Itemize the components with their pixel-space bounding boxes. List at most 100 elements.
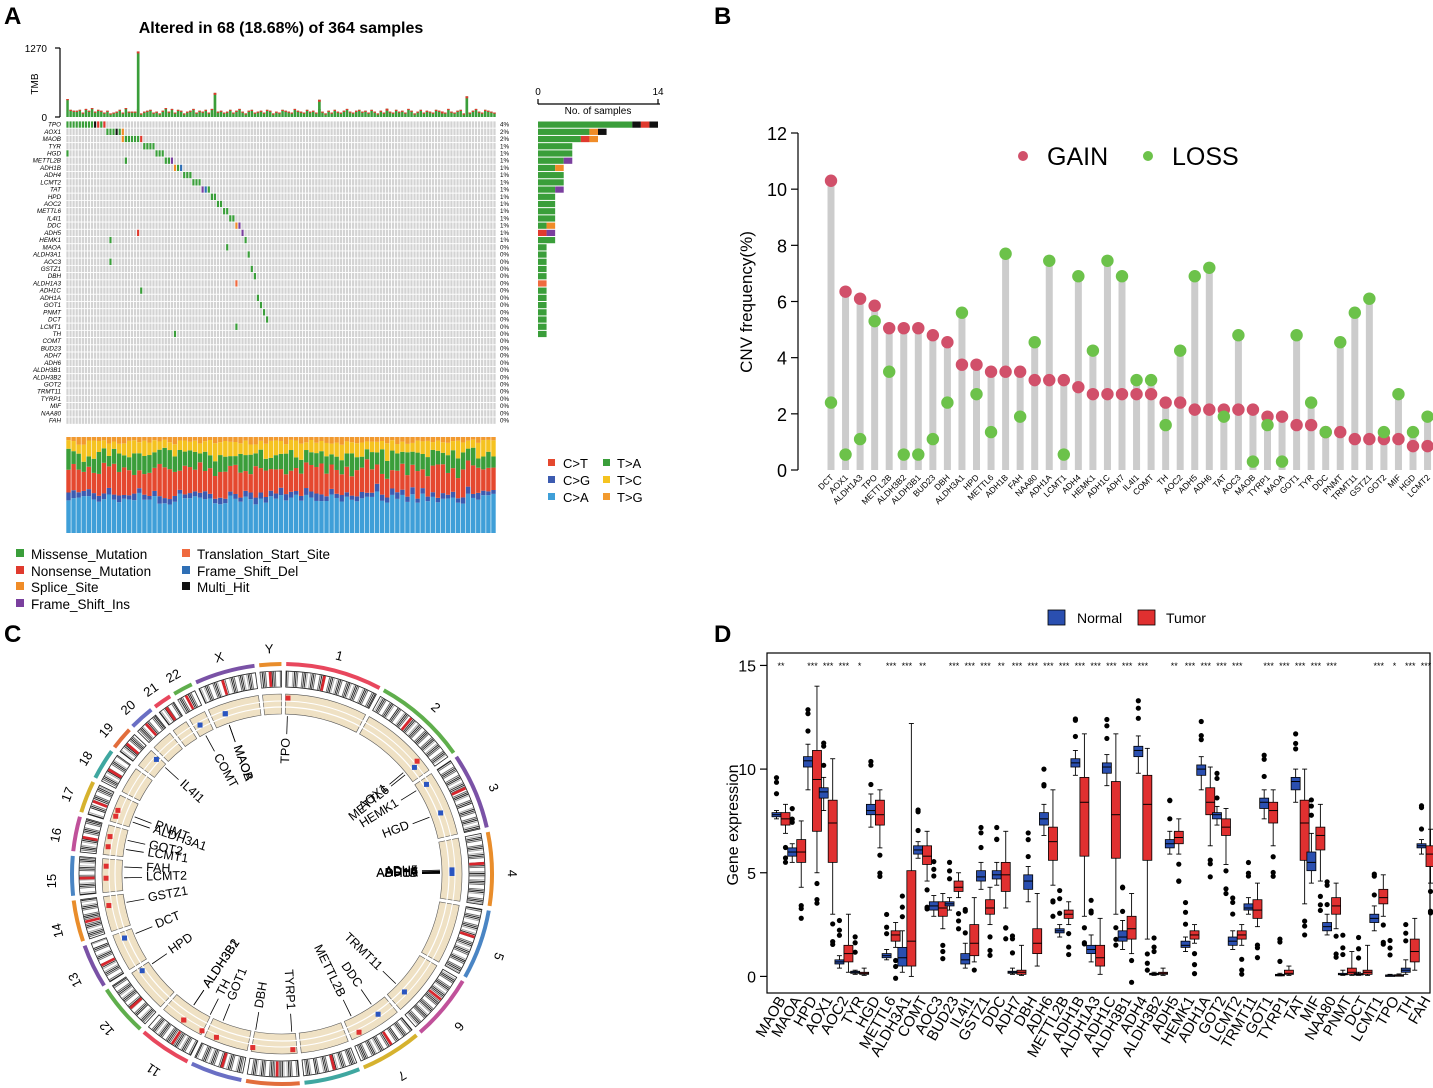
empty-cell (317, 120, 322, 129)
tmb-bar (265, 109, 269, 117)
empty-cell (77, 293, 82, 302)
empty-cell (84, 142, 88, 151)
empty-cell (240, 236, 245, 245)
empty-cell (77, 301, 82, 310)
empty-cell (431, 236, 435, 245)
empty-cell (262, 272, 267, 281)
empty-cell (71, 329, 76, 339)
empty-cell (305, 135, 310, 144)
empty-cell (280, 207, 285, 216)
empty-cell (409, 149, 414, 158)
empty-cell (335, 329, 340, 339)
empty-cell (68, 163, 73, 172)
empty-cell (256, 243, 260, 252)
empty-cell (489, 207, 494, 216)
empty-cell (311, 243, 316, 252)
empty-cell (271, 358, 276, 367)
empty-cell (283, 264, 288, 274)
empty-cell (378, 236, 383, 245)
empty-cell (120, 344, 125, 353)
empty-cell (209, 243, 214, 252)
empty-cell (188, 156, 193, 165)
empty-cell (136, 308, 141, 317)
empty-cell (191, 315, 196, 324)
empty-cell (203, 149, 208, 158)
empty-cell (320, 185, 325, 194)
empty-cell (415, 293, 420, 302)
empty-cell (194, 358, 199, 367)
empty-cell (262, 358, 267, 367)
empty-cell (437, 156, 442, 165)
empty-cell (280, 257, 285, 266)
empty-cell (360, 264, 365, 274)
empty-cell (179, 344, 184, 353)
empty-cell (163, 127, 168, 136)
empty-cell (434, 178, 439, 187)
empty-cell (320, 156, 325, 165)
empty-cell (360, 243, 365, 252)
empty-cell (130, 286, 134, 295)
empty-cell (157, 120, 162, 129)
empty-cell (455, 221, 460, 230)
empty-cell (332, 120, 337, 129)
empty-cell (283, 272, 288, 281)
empty-cell (252, 127, 257, 136)
empty-cell (492, 221, 497, 230)
empty-cell (366, 351, 371, 360)
empty-cell (480, 351, 485, 360)
empty-cell (458, 127, 463, 136)
tmb-bar-cap (398, 111, 401, 113)
tmb-bar-cap (93, 111, 97, 113)
empty-cell (71, 351, 76, 360)
empty-cell (130, 264, 134, 274)
empty-cell (314, 156, 319, 165)
empty-cell (114, 214, 119, 223)
empty-cell (329, 293, 334, 302)
empty-cell (77, 344, 82, 353)
empty-cell (71, 221, 76, 230)
empty-cell (246, 279, 251, 288)
empty-cell (222, 351, 227, 360)
empty-cell (338, 207, 343, 216)
empty-cell (295, 149, 300, 158)
empty-cell (311, 329, 316, 339)
empty-cell (160, 264, 165, 274)
empty-cell (351, 207, 356, 216)
empty-cell (111, 264, 116, 274)
empty-cell (176, 178, 181, 187)
empty-cell (133, 308, 138, 317)
empty-cell (443, 127, 448, 136)
empty-cell (185, 329, 190, 339)
empty-cell (455, 142, 460, 151)
empty-cell (246, 243, 251, 252)
tmb-bar-cap (330, 112, 333, 114)
empty-cell (372, 344, 377, 353)
empty-cell (185, 250, 190, 259)
empty-cell (363, 142, 368, 151)
empty-cell (123, 286, 128, 295)
empty-cell (332, 185, 337, 194)
empty-cell (206, 142, 211, 151)
empty-cell (345, 163, 349, 172)
empty-cell (65, 272, 70, 281)
empty-cell (65, 308, 70, 317)
empty-cell (240, 178, 245, 187)
empty-cell (194, 344, 199, 353)
empty-cell (357, 301, 362, 310)
empty-cell (274, 257, 279, 266)
empty-cell (87, 236, 91, 245)
empty-cell (105, 207, 110, 216)
empty-cell (219, 207, 224, 216)
tmb-bar (444, 112, 447, 117)
empty-cell (299, 192, 303, 201)
empty-cell (375, 228, 380, 237)
empty-cell (90, 250, 95, 259)
empty-cell (449, 315, 454, 324)
empty-cell (173, 127, 177, 136)
empty-cell (65, 127, 70, 136)
empty-cell (400, 286, 405, 295)
empty-cell (366, 322, 371, 331)
empty-cell (191, 142, 196, 151)
empty-cell (295, 142, 300, 151)
